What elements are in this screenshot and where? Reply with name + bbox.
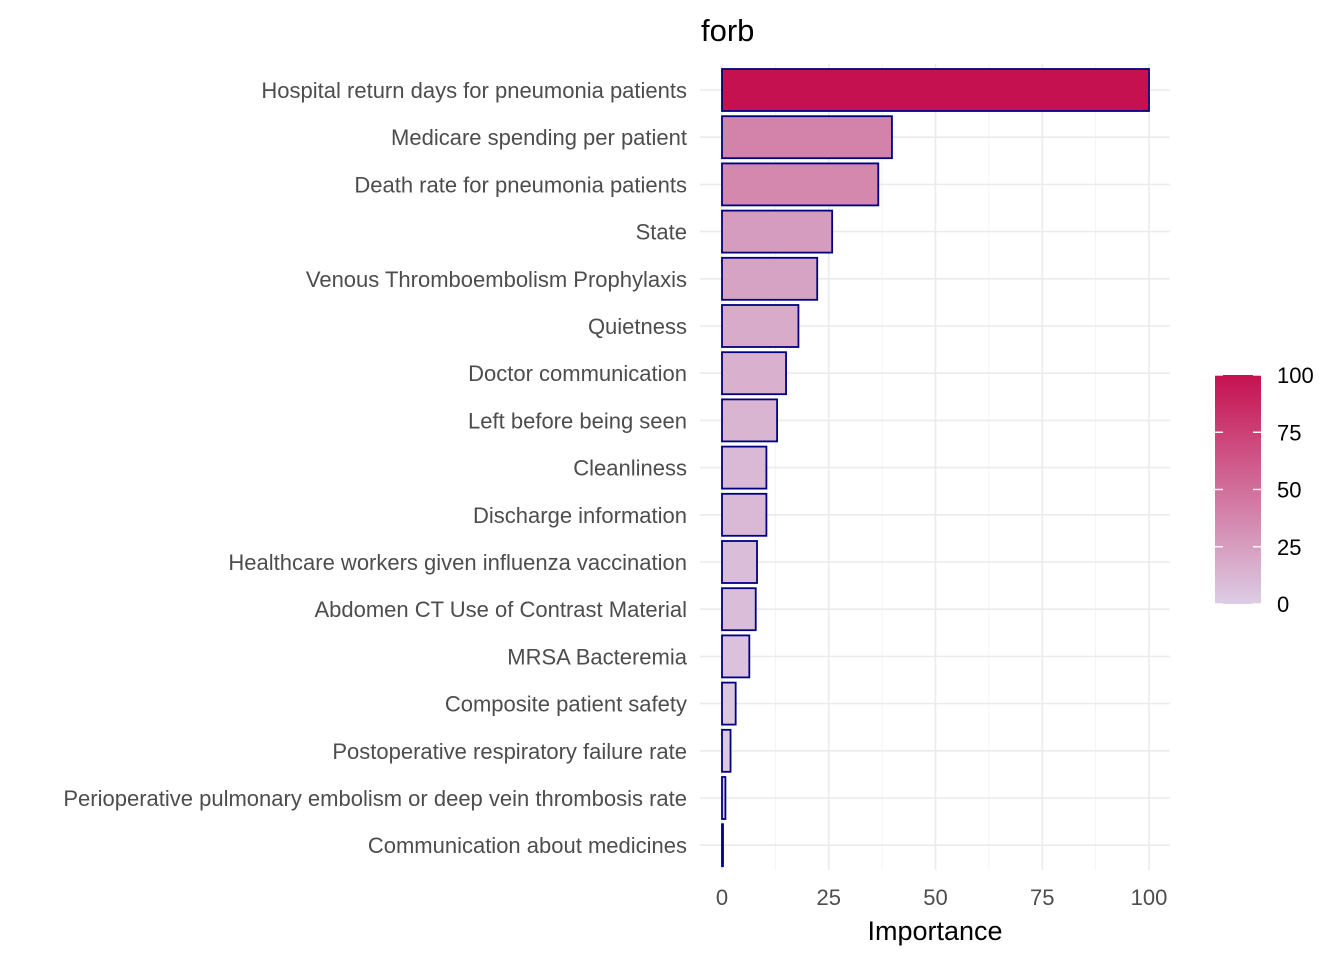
category-label: Death rate for pneumonia patients	[354, 172, 687, 197]
legend-tick-label: 75	[1277, 420, 1301, 445]
category-label: Postoperative respiratory failure rate	[332, 739, 687, 764]
category-label: Healthcare workers given influenza vacci…	[228, 550, 687, 575]
legend-tick-label: 0	[1277, 592, 1289, 617]
bar	[721, 776, 727, 820]
bar	[721, 634, 751, 679]
bar	[721, 115, 893, 160]
color-legend: 100 75 50 25 0	[1215, 363, 1314, 617]
bar	[721, 445, 768, 490]
bar	[721, 587, 757, 632]
category-label: Cleanliness	[573, 456, 687, 481]
bar	[721, 398, 778, 443]
bar	[721, 540, 758, 584]
bar	[721, 351, 787, 396]
bar	[721, 681, 737, 726]
bar	[721, 162, 880, 207]
category-label: Doctor communication	[468, 361, 687, 386]
category-label: Medicare spending per patient	[391, 125, 687, 150]
category-label: Venous Thromboembolism Prophylaxis	[306, 267, 687, 292]
chart-title: forb	[701, 13, 754, 48]
x-axis-title: Importance	[867, 916, 1002, 946]
category-label: Quietness	[588, 314, 687, 339]
category-label: State	[636, 220, 687, 245]
bar	[721, 209, 834, 254]
category-label: Hospital return days for pneumonia patie…	[261, 78, 687, 103]
x-tick-label: 75	[1030, 885, 1054, 910]
bars	[721, 68, 1150, 868]
category-label: Abdomen CT Use of Contrast Material	[314, 597, 687, 622]
bar	[721, 256, 819, 301]
x-tick-label: 25	[817, 885, 841, 910]
legend-tick-label: 50	[1277, 478, 1301, 503]
legend-ticks: 100 75 50 25 0	[1215, 363, 1314, 617]
x-tick-label: 50	[923, 885, 947, 910]
bar	[721, 823, 724, 868]
category-label: Left before being seen	[468, 408, 687, 433]
legend-tick-label: 25	[1277, 535, 1301, 560]
category-label: Perioperative pulmonary embolism or deep…	[63, 786, 687, 811]
bar	[721, 68, 1150, 112]
legend-tick-label: 100	[1277, 363, 1314, 388]
x-tick-label: 0	[716, 885, 728, 910]
x-axis-ticks: 0 25 50 75 100	[716, 885, 1167, 910]
category-label: MRSA Bacteremia	[507, 644, 687, 669]
category-label: Composite patient safety	[445, 692, 687, 717]
category-label: Communication about medicines	[368, 833, 687, 858]
category-label: Discharge information	[473, 503, 687, 528]
bar	[721, 492, 768, 537]
bar	[721, 304, 800, 348]
category-labels: Hospital return days for pneumonia patie…	[63, 78, 687, 858]
x-tick-label: 100	[1131, 885, 1168, 910]
bar	[721, 728, 732, 773]
